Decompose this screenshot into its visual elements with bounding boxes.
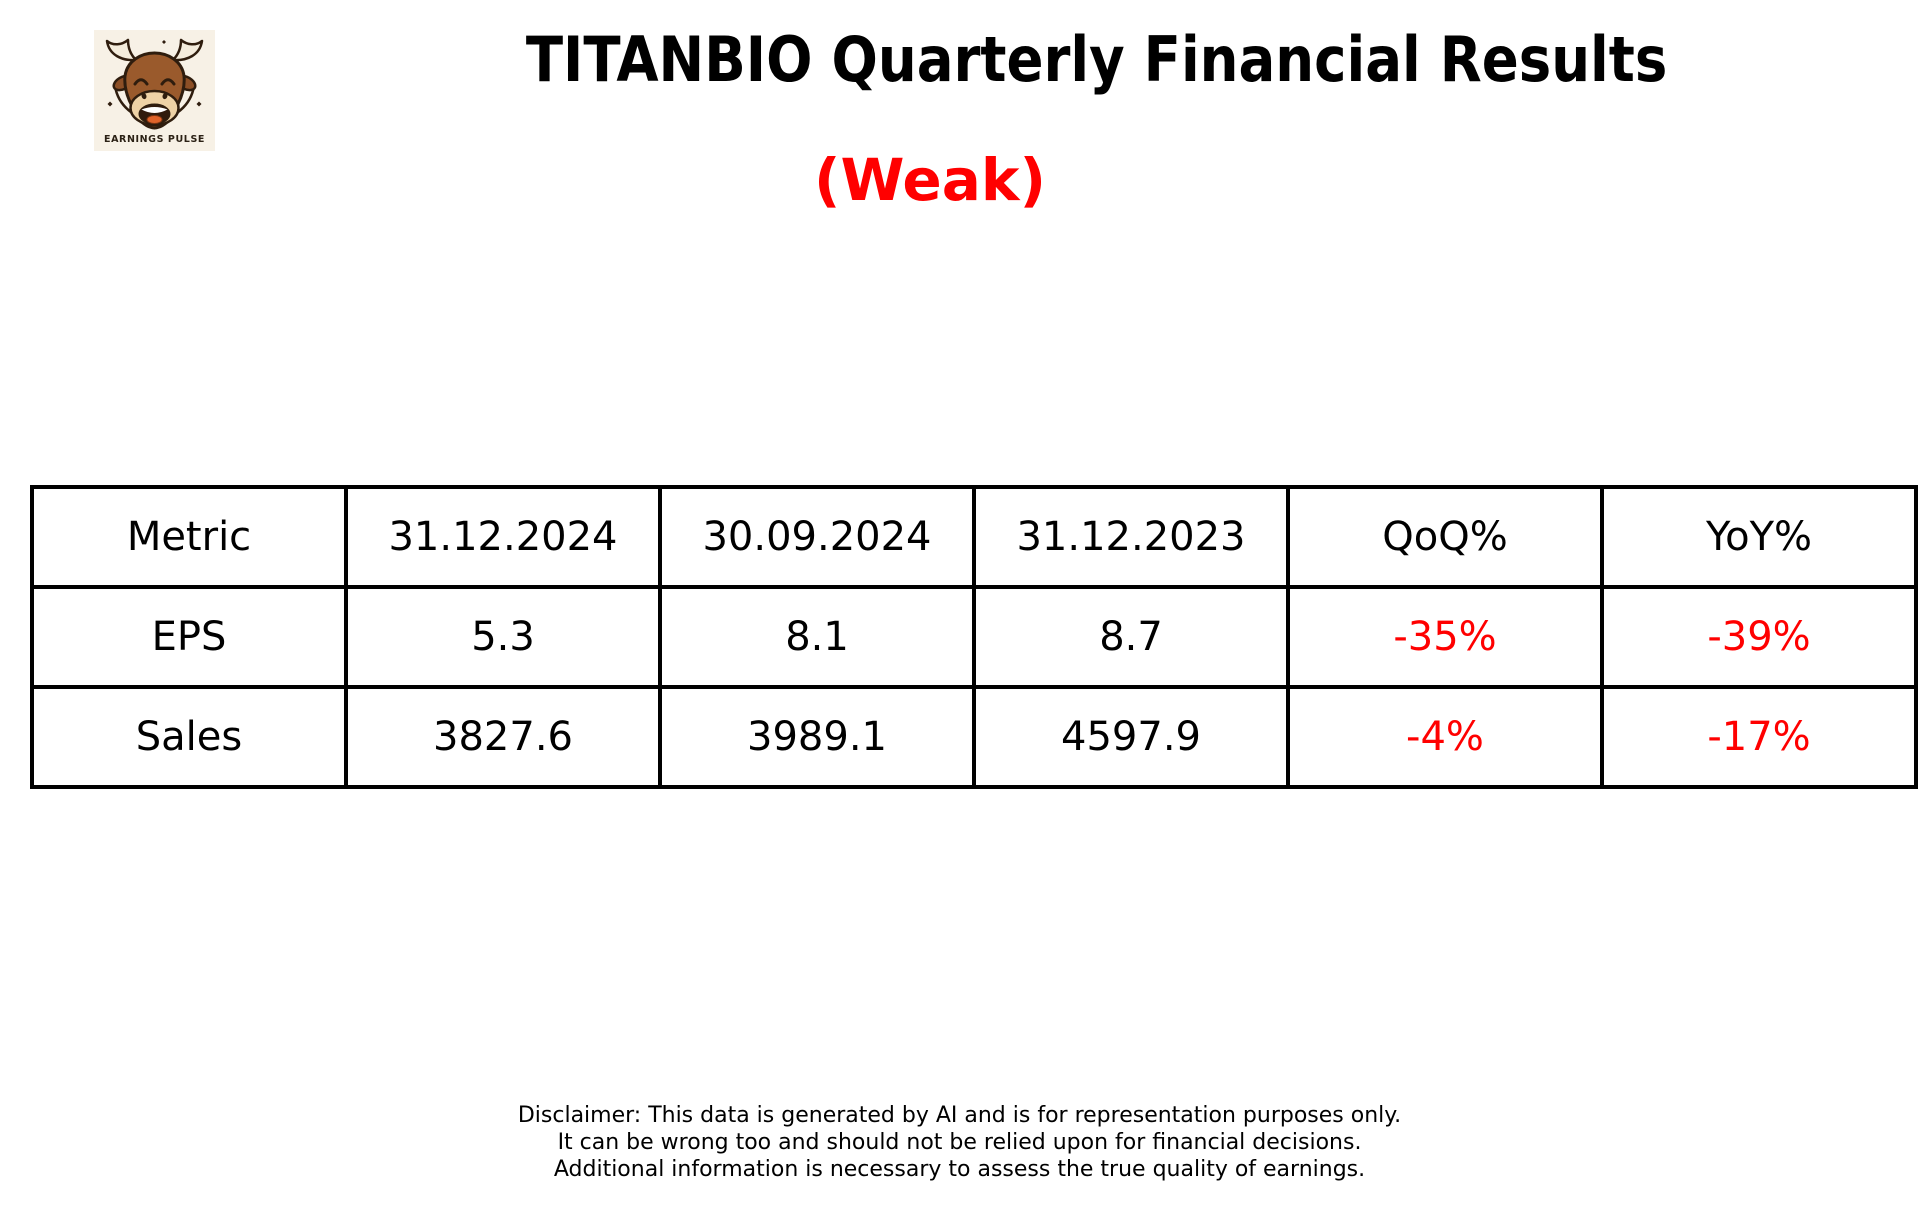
brand-logo: EARNINGS PULSE xyxy=(94,30,215,151)
metric-cell: Sales xyxy=(30,685,348,789)
column-header-year-ago-quarter: 31.12.2023 xyxy=(972,485,1290,589)
disclaimer: Disclaimer: This data is generated by AI… xyxy=(0,1102,1919,1183)
value-cell: 5.3 xyxy=(344,585,662,689)
yoy-change-cell: -17% xyxy=(1600,685,1918,789)
value-cell: 3989.1 xyxy=(658,685,976,789)
disclaimer-line: It can be wrong too and should not be re… xyxy=(557,1130,1362,1155)
column-header-metric: Metric xyxy=(30,485,348,589)
logo-brand-text: EARNINGS PULSE xyxy=(104,134,205,145)
disclaimer-line: Additional information is necessary to a… xyxy=(553,1157,1366,1182)
page-title: TITANBIO Quarterly Financial Results xyxy=(448,24,1684,96)
disclaimer-line: Disclaimer: This data is generated by AI… xyxy=(517,1103,1402,1128)
yoy-change-cell: -39% xyxy=(1600,585,1918,689)
laughing-bull-icon xyxy=(105,38,204,130)
table-header-row: Metric 31.12.2024 30.09.2024 31.12.2023 … xyxy=(30,485,1918,589)
column-header-qoq: QoQ% xyxy=(1286,485,1604,589)
qoq-change-cell: -35% xyxy=(1286,585,1604,689)
column-header-previous-quarter: 30.09.2024 xyxy=(658,485,976,589)
value-cell: 3827.6 xyxy=(344,685,662,789)
column-header-current-quarter: 31.12.2024 xyxy=(344,485,662,589)
page-title-text: TITANBIO Quarterly Financial Results xyxy=(525,23,1668,96)
column-header-yoy: YoY% xyxy=(1600,485,1918,589)
metric-cell: EPS xyxy=(30,585,348,689)
value-cell: 8.1 xyxy=(658,585,976,689)
table-row-sales: Sales 3827.6 3989.1 4597.9 -4% -17% xyxy=(30,685,1918,789)
qoq-change-cell: -4% xyxy=(1286,685,1604,789)
verdict-subtitle: (Weak) xyxy=(814,146,1046,214)
value-cell: 8.7 xyxy=(972,585,1290,689)
table-row-eps: EPS 5.3 8.1 8.7 -35% -39% xyxy=(30,585,1918,689)
results-table: Metric 31.12.2024 30.09.2024 31.12.2023 … xyxy=(30,485,1918,789)
value-cell: 4597.9 xyxy=(972,685,1290,789)
